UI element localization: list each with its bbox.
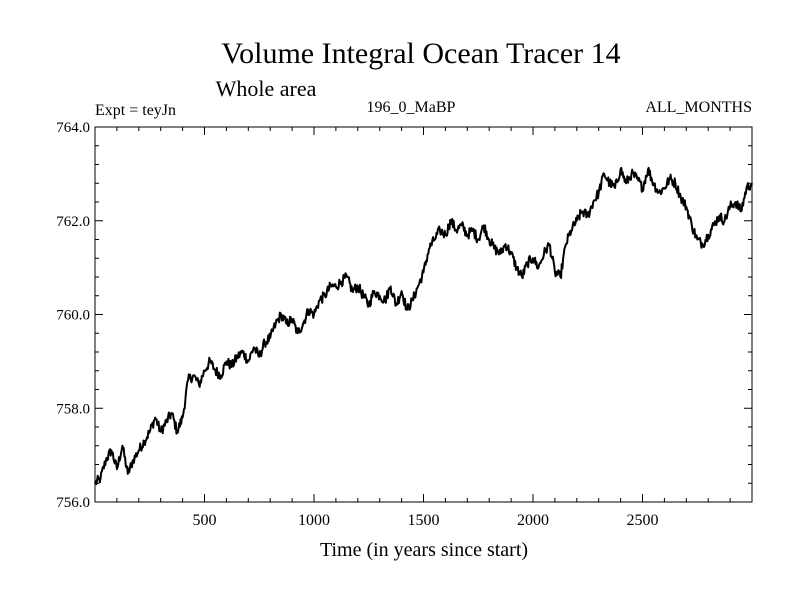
x-tick-label-2000: 2000 bbox=[517, 512, 549, 529]
x-axis-ticks: 500 1000 1500 2000 2500 bbox=[193, 127, 659, 529]
x-tick-label-500: 500 bbox=[193, 512, 217, 529]
y-tick-label-4: 764.0 bbox=[56, 120, 90, 136]
experiment-label: Expt = teyJn bbox=[95, 102, 176, 119]
y-tick-label-0: 756.0 bbox=[56, 495, 90, 511]
chart-title: Volume Integral Ocean Tracer 14 bbox=[221, 37, 620, 70]
x-tick-label-1000: 1000 bbox=[298, 512, 330, 529]
y-tick-label-1: 758.0 bbox=[56, 401, 90, 417]
period-label: 196_0_MaBP bbox=[367, 99, 456, 116]
x-tick-label-1500: 1500 bbox=[408, 512, 440, 529]
series-line bbox=[94, 166, 753, 486]
y-axis-ticks: 756.0 758.0 760.0 762.0 764.0 bbox=[56, 120, 752, 511]
chart-subtitle: Whole area bbox=[216, 76, 317, 101]
y-tick-label-2: 760.0 bbox=[56, 308, 90, 324]
y-tick-label-3: 762.0 bbox=[56, 214, 90, 230]
x-axis-label: Time (in years since start) bbox=[320, 539, 528, 561]
months-label: ALL_MONTHS bbox=[645, 99, 752, 116]
x-tick-label-2500: 2500 bbox=[627, 512, 659, 529]
minor-ticks bbox=[95, 127, 752, 502]
